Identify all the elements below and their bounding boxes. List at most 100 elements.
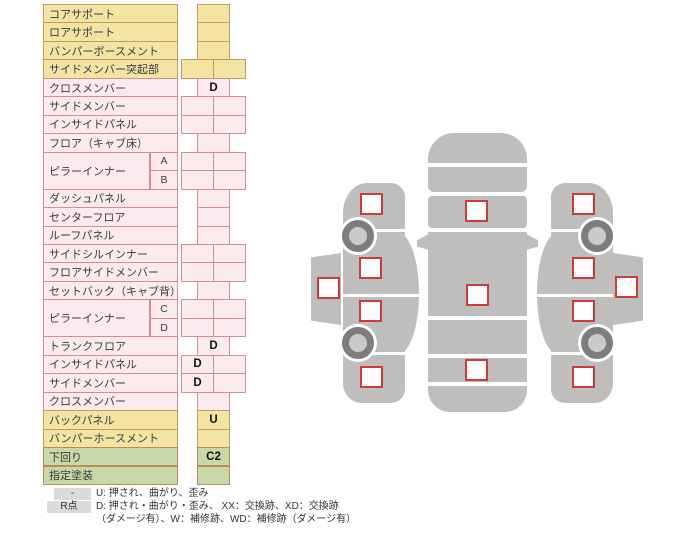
damage-marker-top-center[interactable]	[466, 284, 489, 306]
row-sublabel: D	[150, 317, 178, 338]
left-mirror-icon	[417, 234, 429, 250]
damage-marker-left-side-quarter[interactable]	[360, 366, 383, 388]
row-label: インサイドパネル	[43, 354, 178, 375]
car-top-rear-window	[428, 320, 527, 354]
damage-code-cell-left[interactable]: D	[181, 354, 214, 375]
damage-marker-left-side-front-fender[interactable]	[360, 193, 383, 215]
left-rear-wheel-icon	[342, 327, 374, 359]
row-label: バックパネル	[43, 410, 178, 430]
car-right-door-bulge	[537, 233, 558, 354]
row-label: サイドシルインナー	[43, 243, 178, 264]
right-panel-gap-2	[537, 294, 613, 297]
damage-code-cell[interactable]	[197, 207, 230, 227]
row-label: ピラーインナー	[43, 151, 150, 190]
damage-code-cell-right[interactable]	[213, 59, 246, 79]
damage-code-cell-left[interactable]	[181, 243, 214, 264]
row-label: バンパーホースメント	[43, 428, 178, 449]
damage-code-cell-right[interactable]	[213, 96, 246, 116]
legend-text-d: D: 押され・曲がり・歪み、 XX：交換跡、XD：交換跡	[96, 501, 339, 512]
damage-code-cell-left[interactable]	[181, 151, 214, 172]
damage-marker-top-front[interactable]	[465, 200, 488, 222]
damage-code-cell-right[interactable]	[213, 299, 246, 319]
right-rear-wheel-icon	[581, 327, 613, 359]
damage-code-cell[interactable]	[197, 4, 230, 24]
row-sublabel: C	[150, 299, 178, 319]
damage-marker-right-bumper[interactable]	[615, 276, 638, 298]
damage-code-cell[interactable]: D	[197, 336, 230, 356]
row-label: セットバック（キャブ背）	[43, 280, 178, 301]
row-label: ルーフパネル	[43, 225, 178, 245]
damage-marker-top-rear[interactable]	[465, 359, 488, 381]
damage-code-cell-left[interactable]	[181, 114, 214, 135]
row-label: センターフロア	[43, 207, 178, 227]
row-label: ロアサポート	[43, 22, 178, 42]
legend-key-dash: -	[54, 488, 91, 500]
car-left-door-bulge	[398, 233, 419, 354]
damage-code-cell-left[interactable]	[181, 170, 214, 190]
right-panel-gap-3	[537, 352, 613, 355]
row-label: バンパーボースメント	[43, 40, 178, 61]
left-panel-gap-2	[343, 294, 419, 297]
damage-marker-right-side-front-door[interactable]	[572, 257, 595, 279]
row-label: フロアサイドメンバー	[43, 262, 178, 282]
damage-code-cell[interactable]	[197, 391, 230, 412]
damage-code-cell-right[interactable]	[213, 114, 246, 135]
damage-code-cell-right[interactable]	[213, 170, 246, 190]
damage-code-cell-left[interactable]	[181, 299, 214, 319]
damage-code-cell[interactable]: C2	[197, 447, 230, 467]
damage-code-cell-left[interactable]: D	[181, 373, 214, 393]
damage-code-cell[interactable]	[197, 465, 230, 485]
damage-marker-right-side-quarter[interactable]	[572, 366, 595, 388]
damage-code-cell-right[interactable]	[213, 262, 246, 282]
damage-marker-left-side-front-door[interactable]	[359, 257, 382, 279]
damage-code-cell-left[interactable]	[181, 262, 214, 282]
damage-code-cell-right[interactable]	[213, 243, 246, 264]
left-panel-gap-3	[343, 352, 419, 355]
right-front-wheel-icon	[581, 220, 613, 252]
damage-code-cell[interactable]	[197, 22, 230, 42]
row-label: インサイドパネル	[43, 114, 178, 135]
damage-code-cell-right[interactable]	[213, 317, 246, 338]
damage-code-cell-right[interactable]	[213, 354, 246, 375]
damage-marker-left-bumper[interactable]	[317, 277, 340, 299]
row-label: サイドメンバー	[43, 373, 178, 393]
damage-code-cell[interactable]	[197, 428, 230, 449]
row-label: 指定塗装	[43, 465, 178, 485]
legend-text-d2: （ダメージ有）、W：補修跡、WD：補修跡（ダメージ有）	[96, 514, 357, 525]
row-label: ダッシュパネル	[43, 188, 178, 209]
damage-code-cell[interactable]	[197, 280, 230, 301]
row-label: ピラーインナー	[43, 299, 150, 338]
damage-marker-left-side-rear-door[interactable]	[359, 300, 382, 322]
damage-code-cell-right[interactable]	[213, 373, 246, 393]
row-label: コアサポート	[43, 4, 178, 24]
row-label: フロア（キャブ床）	[43, 133, 178, 153]
right-mirror-icon	[526, 234, 538, 250]
damage-code-cell-left[interactable]	[181, 317, 214, 338]
left-panel-gap-1	[343, 229, 419, 232]
row-label: クロスメンバー	[43, 391, 178, 412]
right-panel-gap-1	[537, 229, 613, 232]
row-label: サイドメンバー	[43, 96, 178, 116]
legend-key-rten: R点	[47, 501, 91, 513]
row-sublabel: B	[150, 170, 178, 190]
row-label: クロスメンバー	[43, 77, 178, 98]
damage-code-cell-left[interactable]	[181, 59, 214, 79]
damage-code-cell[interactable]	[197, 225, 230, 245]
legend-text-u: U: 押され、曲がり、歪み	[96, 488, 209, 499]
car-top-front-bumper	[428, 133, 527, 163]
damage-marker-right-side-rear-door[interactable]	[572, 300, 595, 322]
damage-code-cell[interactable]	[197, 133, 230, 153]
row-label: サイドメンバー突起部	[43, 59, 178, 79]
car-top-rear-bumper	[428, 386, 527, 412]
damage-code-cell[interactable]: D	[197, 77, 230, 98]
damage-code-cell-left[interactable]	[181, 96, 214, 116]
damage-code-cell[interactable]	[197, 188, 230, 209]
car-top-hood	[428, 167, 527, 192]
row-label: 下回り	[43, 447, 178, 467]
damage-marker-right-side-front-fender[interactable]	[572, 193, 595, 215]
damage-code-cell-right[interactable]	[213, 151, 246, 172]
row-label: トランクフロア	[43, 336, 178, 356]
damage-code-cell[interactable]: U	[197, 410, 230, 430]
damage-code-cell[interactable]	[197, 40, 230, 61]
